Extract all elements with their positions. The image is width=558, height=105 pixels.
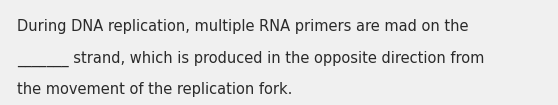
Text: the movement of the replication fork.: the movement of the replication fork. [17,82,292,97]
Text: During DNA replication, multiple RNA primers are mad on the: During DNA replication, multiple RNA pri… [17,19,468,34]
Text: _______ strand, which is produced in the opposite direction from: _______ strand, which is produced in the… [17,50,484,67]
